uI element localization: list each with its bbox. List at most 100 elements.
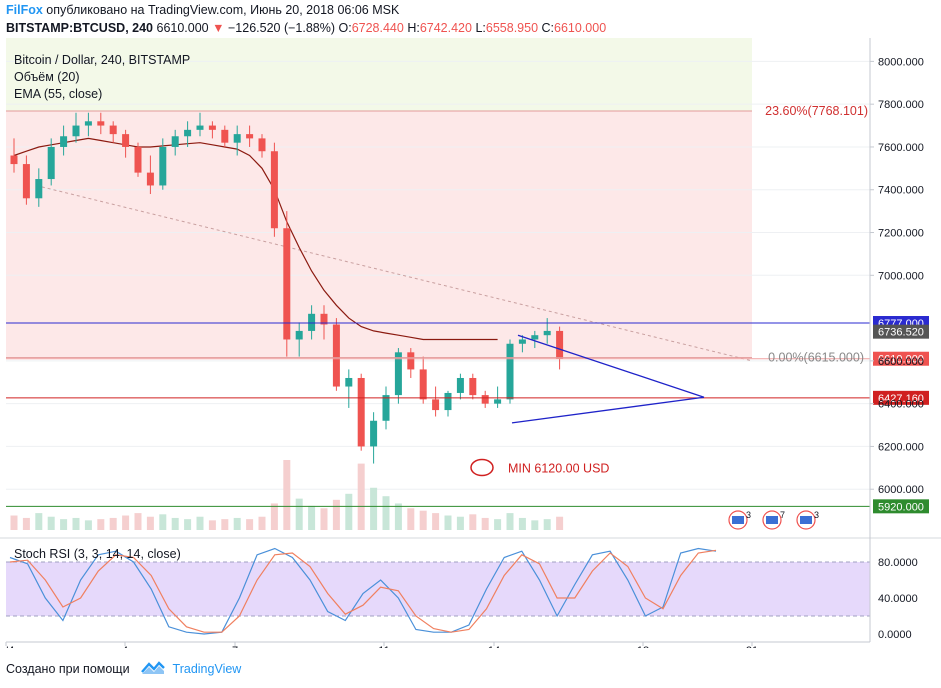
open-label: O:	[338, 21, 352, 35]
chart-area[interactable]: 6777.0006736.5206610.0006427.1605920.000…	[0, 38, 941, 648]
event-markers[interactable]: 3 7 3	[728, 510, 819, 530]
candle-body	[407, 352, 415, 370]
tradingview-logo-icon[interactable]	[141, 659, 165, 680]
time-tick: Июн	[6, 645, 28, 648]
volume-bar	[382, 496, 390, 530]
volume-bar	[109, 517, 117, 530]
ohlc-header: BITSTAMP:BTCUSD, 240 6610.000 ▼ −126.520…	[0, 19, 941, 38]
legend-stoch: Stoch RSI (3, 3, 14, 14, close)	[14, 547, 181, 561]
price-tick: 7800.000	[878, 99, 924, 111]
candle-body	[419, 369, 427, 400]
ema-55-line	[13, 137, 498, 341]
stoch-band	[6, 562, 870, 616]
candle-body	[506, 343, 514, 400]
volume-bar	[556, 516, 564, 530]
triangle-lower	[511, 396, 705, 424]
publish-header: FilFox опубликовано на TradingView.com, …	[0, 1, 941, 20]
min-circle	[470, 458, 494, 477]
candle-body	[481, 395, 489, 404]
fib-label: 23.60%(7768.101)	[765, 104, 868, 118]
volume-bar	[469, 514, 477, 530]
candle-body	[60, 136, 68, 147]
candle-body	[531, 335, 539, 340]
candle-body	[394, 352, 402, 396]
price-tick: 6200.000	[878, 441, 924, 453]
volume-bar	[146, 516, 154, 530]
tradingview-link[interactable]: TradingView	[172, 661, 242, 676]
candle-body	[432, 399, 440, 411]
price-tick: 6000.000	[878, 484, 924, 496]
triangle-upper	[517, 334, 705, 398]
volume-bar	[332, 499, 340, 530]
time-tick: 18	[637, 645, 649, 648]
time-tick: 14	[488, 645, 500, 648]
close-value: 6610.000	[554, 21, 607, 35]
volume-bar	[208, 520, 216, 530]
volume-bar	[196, 516, 204, 530]
candle-body	[134, 146, 142, 173]
candle-body	[97, 121, 105, 126]
candle-body	[382, 395, 390, 421]
level-label: 6610.000	[878, 354, 924, 366]
high-value: 6742.420	[419, 21, 472, 35]
candle-body	[146, 172, 154, 186]
candle-body	[122, 134, 130, 147]
volume-bar	[258, 516, 266, 530]
candle-body	[320, 313, 328, 325]
time-tick: 4	[122, 645, 128, 648]
candle-body	[283, 228, 291, 340]
candle-body	[270, 151, 278, 229]
candle-body	[543, 330, 551, 336]
volume-bar	[84, 520, 92, 530]
volume-bar	[419, 510, 427, 530]
last-price: 6610.000	[156, 21, 209, 35]
legend-ema: EMA (55, close)	[14, 87, 102, 101]
volume-bar	[506, 513, 514, 530]
volume-bar	[122, 515, 130, 530]
volume-bar	[270, 503, 278, 530]
volume-bar	[184, 519, 192, 530]
event-count: 3	[746, 510, 751, 520]
stoch-tick: 80.0000	[878, 557, 918, 569]
created-with-text: Создано при помощи	[6, 661, 130, 676]
candle-body	[332, 324, 340, 387]
footer: Создано при помощи TradingView	[6, 659, 241, 680]
volume-bar	[394, 503, 402, 530]
candle-body	[109, 125, 117, 135]
volume-bar	[283, 460, 291, 530]
level-label-bg	[873, 390, 929, 405]
candle-body	[10, 155, 18, 165]
event-count: 3	[814, 510, 819, 520]
price-tick: 7600.000	[878, 142, 924, 154]
price-tick: 7200.000	[878, 228, 924, 240]
author-name[interactable]: FilFox	[6, 3, 43, 17]
volume-bar	[308, 505, 316, 530]
candle-body	[357, 377, 365, 447]
candle-body	[208, 125, 216, 130]
price-tick: 6400.000	[878, 399, 924, 411]
volume-bar	[159, 514, 167, 530]
legend-title: Bitcoin / Dollar, 240, BITSTAMP	[14, 53, 190, 67]
volume-bar	[407, 508, 415, 530]
ema-line	[13, 137, 498, 341]
volume-bar	[531, 520, 539, 530]
level-label: 6427.160	[878, 393, 924, 405]
candle-body	[84, 121, 92, 126]
candle-body	[184, 129, 192, 137]
candle-body	[171, 136, 179, 147]
volume-bar	[134, 513, 142, 530]
volume-bar	[47, 516, 55, 530]
candle-body	[72, 125, 80, 137]
volume-bar	[35, 513, 43, 530]
volume-bar	[60, 519, 68, 530]
candle-body	[246, 134, 254, 139]
flag-icon-field	[766, 516, 778, 524]
candle-body	[556, 330, 564, 359]
level-label-bg	[873, 324, 929, 339]
event-count: 7	[780, 510, 785, 520]
flag-icon-field	[732, 516, 744, 524]
down-arrow-icon: ▼	[212, 21, 225, 35]
volume-bar	[320, 508, 328, 530]
flag-icon-field	[800, 516, 812, 524]
time-tick: 7	[232, 645, 238, 648]
